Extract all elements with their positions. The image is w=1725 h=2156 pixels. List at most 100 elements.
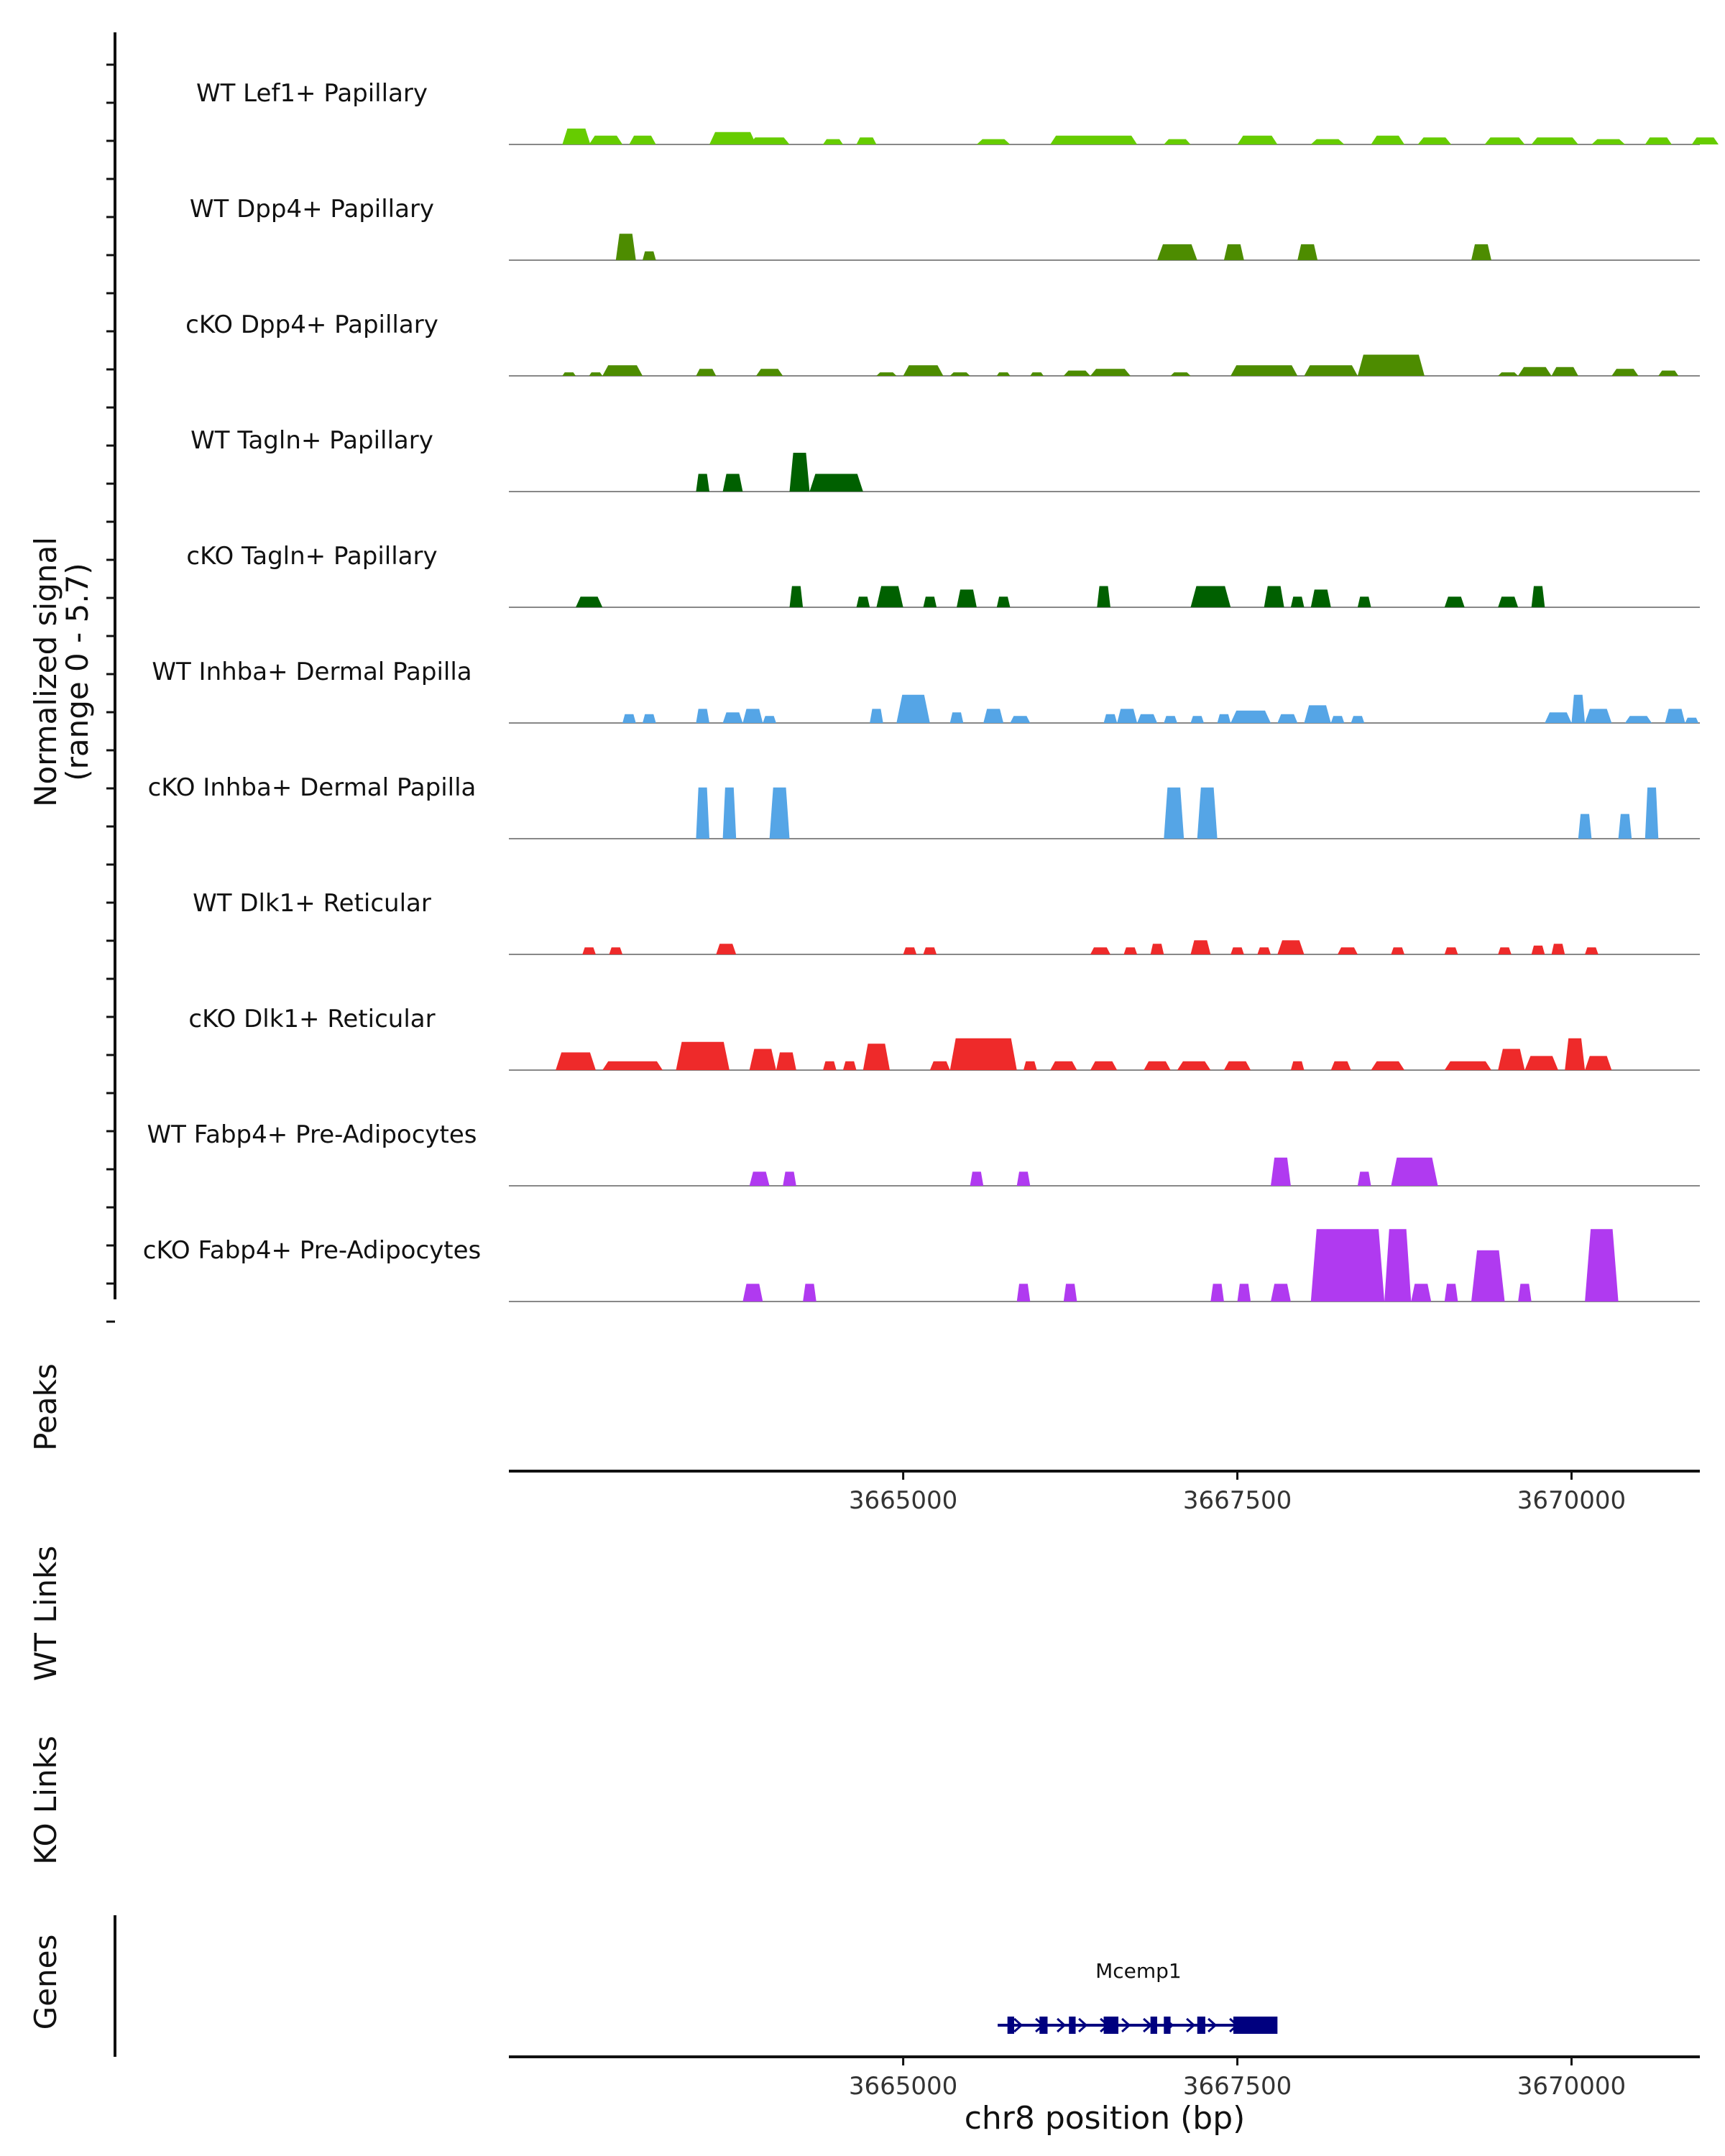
signal-peak	[1030, 372, 1044, 376]
signal-peak	[1391, 1157, 1438, 1186]
signal-peak	[1290, 1061, 1305, 1070]
signal-peak	[1297, 244, 1318, 260]
signal-peak	[1164, 139, 1191, 144]
track-label: WT Dpp4+ Papillary	[190, 195, 434, 224]
signal-peak	[722, 712, 743, 723]
x-tick-label: 3665000	[849, 2072, 957, 2101]
signal-peak	[1237, 1284, 1251, 1302]
x-axis-title: chr8 position (bp)	[965, 2100, 1246, 2137]
signal-peak	[1518, 1284, 1532, 1302]
signal-peak	[1585, 1229, 1619, 1302]
signal-peak	[923, 947, 937, 954]
signal-peak	[1518, 367, 1552, 376]
signal-peak	[1164, 787, 1184, 839]
x-tick-label: 3665000	[849, 1486, 957, 1515]
signal-peak	[923, 596, 937, 607]
signal-peak	[1097, 586, 1110, 607]
track-label: WT Fabp4+ Pre-Adipocytes	[147, 1120, 477, 1149]
signal-peak	[756, 369, 783, 376]
signal-peak	[1498, 596, 1519, 607]
signal-peak	[1264, 586, 1284, 607]
signal-peak	[1338, 947, 1358, 954]
signal-peak	[876, 372, 897, 376]
signal-peak	[1310, 589, 1331, 607]
signal-peak	[903, 947, 917, 954]
signal-peak	[562, 128, 591, 144]
y-axis-subtitle: (range 0 - 5.7)	[60, 563, 95, 781]
signal-peak	[742, 709, 763, 723]
signal-peak	[823, 139, 843, 144]
signal-peak	[1210, 1284, 1224, 1302]
signal-peak	[1417, 137, 1452, 144]
signal-peak	[562, 372, 576, 376]
signal-peak	[896, 694, 930, 723]
track-label: cKO Dpp4+ Papillary	[185, 310, 438, 339]
track: cKO Fabp4+ Pre-Adipocytes	[143, 1229, 1700, 1302]
signal-peak	[622, 714, 636, 723]
signal-peak	[1585, 1056, 1612, 1070]
signal-peak	[1585, 709, 1612, 723]
strand-arrow	[1078, 2017, 1088, 2033]
x-tick-label: 3670000	[1517, 1486, 1626, 1515]
signal-peak	[1090, 947, 1110, 954]
signal-peak	[1190, 586, 1231, 607]
signal-peak	[769, 787, 790, 839]
signal-peak	[1565, 1038, 1586, 1070]
signal-peak	[929, 1061, 950, 1070]
signal-peak	[1237, 135, 1278, 144]
x-tick-label: 3667500	[1183, 1486, 1292, 1515]
signal-peak	[1591, 139, 1625, 144]
signal-peak	[1371, 1061, 1404, 1070]
signal-peak	[1384, 1229, 1412, 1302]
signal-peak	[722, 787, 737, 839]
track-label: WT Lef1+ Papillary	[196, 79, 428, 108]
signal-peak	[903, 365, 944, 376]
track: cKO Tagln+ Papillary	[186, 542, 1700, 608]
signal-peak	[1618, 814, 1632, 839]
signal-peak	[1190, 716, 1204, 723]
signal-peak	[696, 369, 717, 376]
signal-peak	[1585, 947, 1598, 954]
gene-exon	[1069, 2017, 1076, 2034]
signal-peak	[1531, 137, 1578, 144]
signal-peak	[1644, 137, 1672, 144]
signal-peak	[1444, 1061, 1491, 1070]
signal-peak	[556, 1052, 596, 1070]
y-axis-title: Normalized signal	[28, 537, 63, 807]
signal-peak	[1024, 1061, 1037, 1070]
signal-peak	[696, 787, 709, 839]
signal-peak	[1310, 139, 1345, 144]
wt-links-panel-label: WT Links	[28, 1546, 63, 1681]
track: WT Lef1+ Papillary	[196, 79, 1719, 145]
signal-peak	[1644, 787, 1659, 839]
coverage-tracks: WT Lef1+ Papillary WT Dpp4+ Papillary cKO …	[143, 79, 1719, 1302]
signal-peak	[1498, 1049, 1525, 1070]
signal-peak	[763, 716, 776, 723]
track-label: WT Tagln+ Papillary	[190, 426, 433, 455]
signal-peak	[1545, 712, 1572, 723]
signal-peak	[629, 135, 656, 144]
track-label: WT Inhba+ Dermal Papilla	[152, 658, 472, 686]
signal-peak	[1685, 717, 1699, 723]
track: WT Tagln+ Papillary	[190, 426, 1700, 492]
ko-links-panel-label: KO Links	[28, 1736, 63, 1865]
signal-peak	[1304, 365, 1358, 376]
signal-peak	[1103, 714, 1118, 723]
x-tick-label: 3667500	[1183, 2072, 1292, 2101]
signal-peak	[1665, 709, 1685, 723]
signal-peak	[856, 137, 877, 144]
signal-peak	[1230, 365, 1298, 376]
track: WT Inhba+ Dermal Papilla	[152, 658, 1700, 724]
x-tick-label: 3670000	[1517, 2072, 1626, 2101]
signal-peak	[870, 709, 883, 723]
peaks-x-axis-ticks: 3665000 3667500 3670000	[849, 1471, 1626, 1515]
signal-peak	[749, 1171, 770, 1186]
track-label: WT Dlk1+ Reticular	[193, 889, 431, 918]
signal-peak	[1471, 244, 1491, 260]
signal-peak	[1271, 1157, 1291, 1186]
signal-peak	[949, 1038, 1017, 1070]
signal-peak	[1090, 1061, 1118, 1070]
track: cKO Dlk1+ Reticular	[188, 1005, 1700, 1071]
signal-peak	[789, 453, 810, 492]
signal-peak	[1230, 710, 1271, 723]
